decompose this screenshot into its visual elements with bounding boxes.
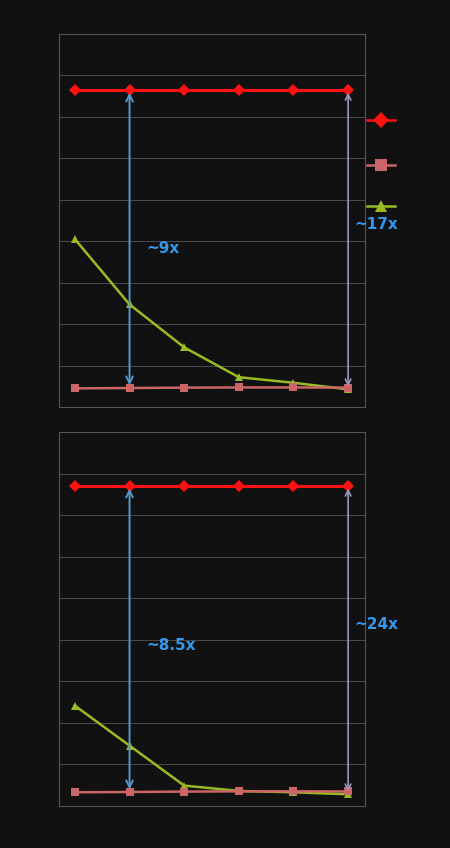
Text: ~24x: ~24x (355, 617, 399, 632)
Text: ~8.5x: ~8.5x (146, 639, 195, 653)
Text: ~9x: ~9x (146, 241, 179, 256)
Text: ~17x: ~17x (355, 217, 398, 232)
